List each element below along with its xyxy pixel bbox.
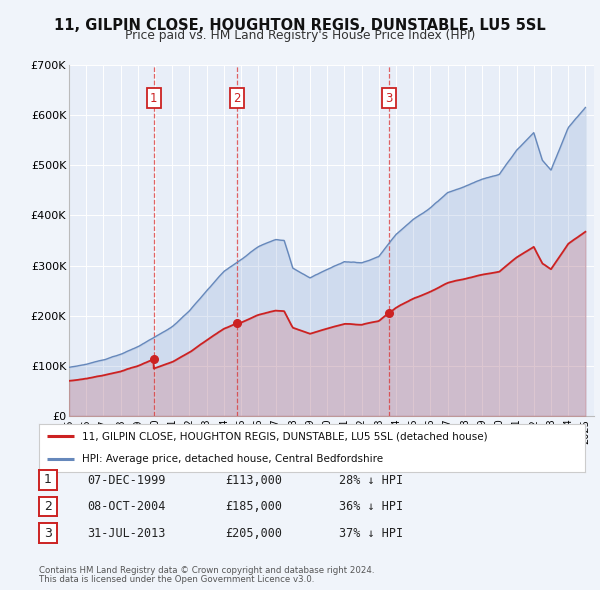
Text: 07-DEC-1999: 07-DEC-1999 <box>87 474 166 487</box>
Text: Contains HM Land Registry data © Crown copyright and database right 2024.: Contains HM Land Registry data © Crown c… <box>39 566 374 575</box>
Text: 11, GILPIN CLOSE, HOUGHTON REGIS, DUNSTABLE, LU5 5SL: 11, GILPIN CLOSE, HOUGHTON REGIS, DUNSTA… <box>54 18 546 32</box>
Text: This data is licensed under the Open Government Licence v3.0.: This data is licensed under the Open Gov… <box>39 575 314 584</box>
Text: 1: 1 <box>44 473 52 487</box>
Text: 08-OCT-2004: 08-OCT-2004 <box>87 500 166 513</box>
Text: 2: 2 <box>44 500 52 513</box>
Text: £205,000: £205,000 <box>225 527 282 540</box>
Text: 11, GILPIN CLOSE, HOUGHTON REGIS, DUNSTABLE, LU5 5SL (detached house): 11, GILPIN CLOSE, HOUGHTON REGIS, DUNSTA… <box>82 431 487 441</box>
Text: 3: 3 <box>385 92 392 105</box>
Text: £113,000: £113,000 <box>225 474 282 487</box>
Text: £185,000: £185,000 <box>225 500 282 513</box>
Text: 3: 3 <box>44 526 52 540</box>
Text: 1: 1 <box>150 92 157 105</box>
Text: 37% ↓ HPI: 37% ↓ HPI <box>339 527 403 540</box>
Text: HPI: Average price, detached house, Central Bedfordshire: HPI: Average price, detached house, Cent… <box>82 454 383 464</box>
Text: 2: 2 <box>233 92 241 105</box>
Text: 31-JUL-2013: 31-JUL-2013 <box>87 527 166 540</box>
Text: Price paid vs. HM Land Registry's House Price Index (HPI): Price paid vs. HM Land Registry's House … <box>125 30 475 42</box>
Text: 36% ↓ HPI: 36% ↓ HPI <box>339 500 403 513</box>
Text: 28% ↓ HPI: 28% ↓ HPI <box>339 474 403 487</box>
